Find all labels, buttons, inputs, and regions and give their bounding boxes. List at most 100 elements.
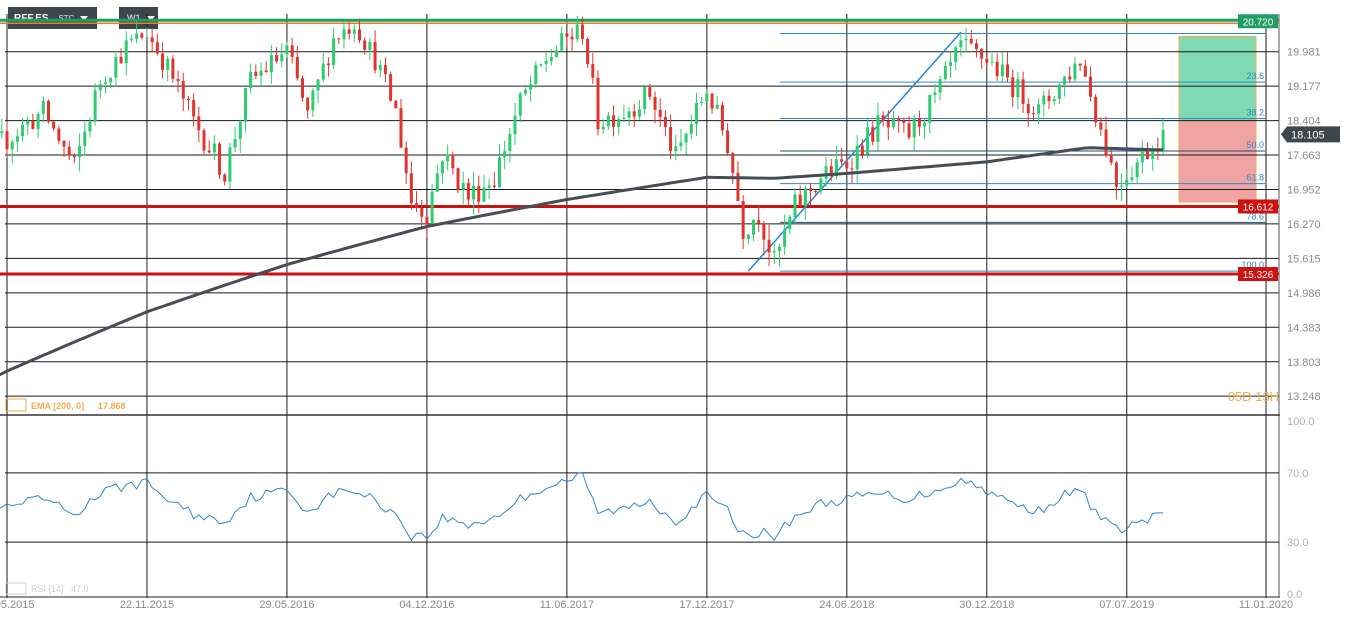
candle-body (529, 84, 533, 90)
candle-body (777, 246, 781, 252)
candle-body (300, 78, 304, 98)
candle-body (819, 178, 823, 192)
candle-body (482, 187, 486, 202)
candle-body (41, 100, 45, 114)
candle-body (534, 65, 538, 85)
candle-body (1016, 79, 1020, 98)
candle-body (549, 56, 553, 61)
fib-level-label: 38.2 (1246, 108, 1264, 118)
candle-body (21, 124, 25, 137)
candle-body (456, 168, 460, 190)
fib-level-label: 50.0 (1246, 140, 1264, 150)
candle-body (1047, 95, 1051, 102)
candle-body (243, 88, 247, 122)
rsi-line[interactable] (0, 471, 1164, 542)
price-tick-label: 19.981 (1287, 47, 1321, 59)
price-tick-label: 13.248 (1287, 391, 1321, 403)
candle-body (814, 191, 818, 193)
price-tick-label: 14.383 (1287, 322, 1321, 334)
candle-body (793, 194, 797, 217)
candle-body (1151, 148, 1155, 159)
candle-body (275, 55, 279, 62)
candle-body (259, 70, 263, 76)
time-tick-label: 24.06.2018 (819, 599, 874, 611)
price-tick-label: 16.952 (1287, 184, 1321, 196)
candle-body (78, 146, 82, 158)
candle-body (233, 138, 237, 148)
candle-body (596, 77, 600, 130)
candle-body (409, 173, 413, 204)
trendline[interactable] (747, 31, 962, 272)
candle-body (544, 60, 548, 65)
candle-body (207, 150, 211, 153)
candle-body (404, 147, 408, 174)
candle-body (912, 118, 916, 138)
candle-body (52, 121, 56, 129)
candle-body (420, 207, 424, 217)
candle-body (150, 37, 154, 43)
candle-body (181, 80, 185, 99)
candle-body (829, 166, 833, 177)
candle-body (684, 133, 688, 143)
candle-body (171, 58, 175, 79)
ema-200-line[interactable] (0, 146, 1164, 406)
last-price-tag-bg (1281, 126, 1340, 143)
candle-body (881, 115, 885, 122)
time-tick-label: 11.01.2020 (1239, 599, 1293, 611)
candle-body (212, 143, 216, 153)
candle-body (757, 219, 761, 224)
candle-body (845, 161, 849, 169)
candle-body (435, 173, 439, 192)
price-tick-label: 14.986 (1287, 288, 1321, 300)
candle-body (679, 142, 683, 147)
candle-body (938, 79, 942, 93)
candle-body (497, 157, 501, 188)
price-tick-label: 19.177 (1287, 81, 1321, 93)
time-tick-label: 07.07.2019 (1099, 599, 1154, 611)
candle-body (1130, 177, 1134, 181)
candle-body (943, 65, 947, 80)
price-tick-label: 17.663 (1287, 150, 1321, 162)
candle-body (93, 90, 97, 122)
candle-body (949, 61, 953, 66)
candle-body (254, 71, 258, 76)
candle-body (907, 123, 911, 138)
candle-body (731, 153, 735, 173)
candle-body (809, 188, 813, 192)
rsi-tick-label: 30.0 (1287, 537, 1308, 549)
candle-body (155, 42, 159, 54)
candle-body (326, 63, 330, 65)
candle-body (249, 71, 253, 89)
candle-body (1083, 65, 1087, 77)
candle-body (161, 53, 165, 70)
candle-body (1109, 155, 1113, 163)
candle-body (83, 131, 87, 147)
timeframe-label: W1 (127, 13, 141, 23)
candle-body (186, 98, 190, 101)
candle-body (176, 78, 180, 81)
candle-body (710, 93, 714, 109)
candle-body (15, 136, 19, 142)
candle-body (866, 127, 870, 155)
candle-body (663, 116, 667, 128)
candle-body (36, 113, 40, 129)
symbol-sub-label: STC (58, 13, 75, 23)
candle-body (316, 79, 320, 91)
candle-body (228, 147, 232, 182)
candle-body (295, 56, 299, 79)
candle-body (674, 146, 678, 152)
candle-body (1073, 63, 1077, 80)
candle-body (394, 100, 398, 109)
candle-body (503, 151, 507, 158)
price-tick-label: 18.404 (1287, 116, 1321, 128)
time-tick-label: 29.05.2016 (259, 599, 314, 611)
candle-body (1140, 150, 1144, 163)
candle-body (337, 38, 341, 40)
candle-body (969, 38, 973, 44)
candle-body (627, 111, 631, 118)
candle-body (700, 101, 704, 103)
candle-body (555, 50, 559, 57)
candle-body (850, 168, 854, 170)
candle-body (902, 120, 906, 124)
